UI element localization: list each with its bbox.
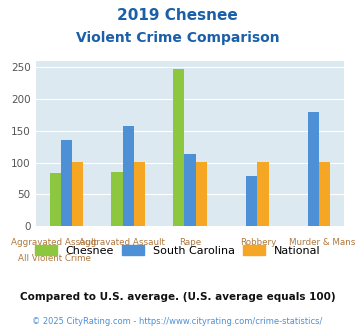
Text: Compared to U.S. average. (U.S. average equals 100): Compared to U.S. average. (U.S. average …	[20, 292, 335, 302]
Text: All Violent Crime: All Violent Crime	[18, 254, 91, 263]
Bar	[134, 162, 145, 226]
Bar	[319, 162, 330, 226]
Bar	[72, 162, 83, 226]
Text: © 2025 CityRating.com - https://www.cityrating.com/crime-statistics/: © 2025 CityRating.com - https://www.city…	[32, 317, 323, 326]
Bar	[173, 69, 184, 226]
Text: Murder & Mans...: Murder & Mans...	[289, 238, 355, 247]
Text: 2019 Chesnee: 2019 Chesnee	[117, 8, 238, 23]
Bar	[61, 140, 72, 226]
Bar	[184, 154, 196, 226]
Bar	[111, 172, 122, 226]
Bar	[50, 173, 61, 226]
Bar	[257, 162, 269, 226]
Text: Rape: Rape	[179, 238, 201, 247]
Bar	[122, 126, 134, 226]
Bar	[196, 162, 207, 226]
Legend: Chesnee, South Carolina, National: Chesnee, South Carolina, National	[30, 241, 325, 260]
Text: Violent Crime Comparison: Violent Crime Comparison	[76, 31, 279, 45]
Text: Aggravated Assault: Aggravated Assault	[79, 238, 165, 247]
Bar	[246, 176, 257, 226]
Bar	[308, 112, 319, 226]
Text: Aggravated Assault: Aggravated Assault	[11, 238, 97, 247]
Text: Robbery: Robbery	[240, 238, 276, 247]
